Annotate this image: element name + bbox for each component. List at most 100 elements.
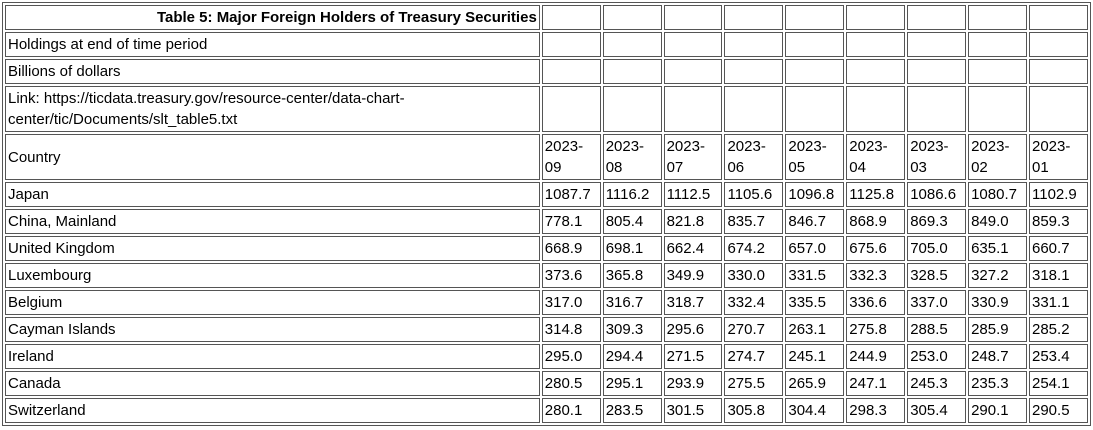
country-cell: Cayman Islands	[5, 317, 540, 342]
value-cell: 778.1	[541, 209, 601, 234]
value-cell: 328.5	[907, 263, 967, 288]
source-link-row: Link: https://ticdata.treasury.gov/resou…	[5, 86, 1088, 132]
country-cell: Switzerland	[5, 398, 540, 423]
table-title: Table 5: Major Foreign Holders of Treasu…	[5, 5, 540, 30]
empty-cell	[724, 5, 784, 30]
value-cell: 675.6	[846, 236, 906, 261]
table-row: Japan 1087.7 1116.2 1112.5 1105.6 1096.8 1125.…	[5, 182, 1088, 207]
value-cell: 244.9	[846, 344, 906, 369]
value-cell: 318.7	[663, 290, 723, 315]
value-cell: 1102.9	[1029, 182, 1088, 207]
empty-cell	[602, 59, 662, 84]
value-cell: 271.5	[663, 344, 723, 369]
empty-cell	[724, 32, 784, 57]
value-cell: 330.0	[724, 263, 784, 288]
period-header-cell: 2023-03	[907, 134, 967, 180]
empty-cell	[1029, 86, 1088, 132]
country-cell: Belgium	[5, 290, 540, 315]
table-row: China, Mainland 778.1 805.4 821.8 835.7 846.7…	[5, 209, 1088, 234]
value-cell: 698.1	[602, 236, 662, 261]
value-cell: 298.3	[846, 398, 906, 423]
source-link-text: Link: https://ticdata.treasury.gov/resou…	[5, 86, 540, 132]
empty-cell	[785, 59, 845, 84]
period-header-cell: 2023-07	[663, 134, 723, 180]
value-cell: 245.1	[785, 344, 845, 369]
country-cell: Canada	[5, 371, 540, 396]
value-cell: 849.0	[968, 209, 1027, 234]
period-header-cell: 2023-02	[968, 134, 1027, 180]
value-cell: 336.6	[846, 290, 906, 315]
table-row: Belgium 317.0 316.7 318.7 332.4 335.5 336.6 337…	[5, 290, 1088, 315]
value-cell: 270.7	[724, 317, 784, 342]
value-cell: 869.3	[907, 209, 967, 234]
country-cell: Ireland	[5, 344, 540, 369]
value-cell: 253.4	[1029, 344, 1088, 369]
table-row: United Kingdom 668.9 698.1 662.4 674.2 657.0 6…	[5, 236, 1088, 261]
empty-cell	[846, 5, 906, 30]
value-cell: 332.3	[846, 263, 906, 288]
value-cell: 290.1	[968, 398, 1027, 423]
empty-cell	[663, 5, 723, 30]
value-cell: 305.4	[907, 398, 967, 423]
subtitle-units: Billions of dollars	[5, 59, 540, 84]
empty-cell	[907, 59, 967, 84]
value-cell: 805.4	[602, 209, 662, 234]
value-cell: 275.8	[846, 317, 906, 342]
value-cell: 288.5	[907, 317, 967, 342]
empty-cell	[785, 32, 845, 57]
country-header-cell: Country	[5, 134, 540, 180]
column-header-row: Country 2023-09 2023-08 2023-07 2023-06 2023…	[5, 134, 1088, 180]
table-row: Cayman Islands 314.8 309.3 295.6 270.7 263.1 2…	[5, 317, 1088, 342]
period-header-cell: 2023-06	[724, 134, 784, 180]
empty-cell	[968, 86, 1027, 132]
value-cell: 365.8	[602, 263, 662, 288]
value-cell: 373.6	[541, 263, 601, 288]
value-cell: 835.7	[724, 209, 784, 234]
value-cell: 301.5	[663, 398, 723, 423]
value-cell: 1112.5	[663, 182, 723, 207]
value-cell: 332.4	[724, 290, 784, 315]
value-cell: 316.7	[602, 290, 662, 315]
value-cell: 846.7	[785, 209, 845, 234]
value-cell: 330.9	[968, 290, 1027, 315]
value-cell: 295.6	[663, 317, 723, 342]
value-cell: 274.7	[724, 344, 784, 369]
value-cell: 304.4	[785, 398, 845, 423]
value-cell: 285.9	[968, 317, 1027, 342]
empty-cell	[724, 86, 784, 132]
empty-cell	[602, 5, 662, 30]
value-cell: 293.9	[663, 371, 723, 396]
value-cell: 1125.8	[846, 182, 906, 207]
value-cell: 1105.6	[724, 182, 784, 207]
value-cell: 1080.7	[968, 182, 1027, 207]
value-cell: 662.4	[663, 236, 723, 261]
country-cell: China, Mainland	[5, 209, 540, 234]
empty-cell	[785, 86, 845, 132]
empty-cell	[1029, 32, 1088, 57]
empty-cell	[541, 32, 601, 57]
empty-cell	[846, 86, 906, 132]
value-cell: 1086.6	[907, 182, 967, 207]
empty-cell	[785, 5, 845, 30]
empty-cell	[907, 86, 967, 132]
value-cell: 705.0	[907, 236, 967, 261]
empty-cell	[541, 86, 601, 132]
units-row: Billions of dollars	[5, 59, 1088, 84]
value-cell: 327.2	[968, 263, 1027, 288]
value-cell: 305.8	[724, 398, 784, 423]
value-cell: 674.2	[724, 236, 784, 261]
table-row: Switzerland 280.1 283.5 301.5 305.8 304.4 298.…	[5, 398, 1088, 423]
empty-cell	[724, 59, 784, 84]
value-cell: 248.7	[968, 344, 1027, 369]
period-header-cell: 2023-08	[602, 134, 662, 180]
period-header-cell: 2023-01	[1029, 134, 1088, 180]
value-cell: 331.5	[785, 263, 845, 288]
value-cell: 331.1	[1029, 290, 1088, 315]
value-cell: 235.3	[968, 371, 1027, 396]
value-cell: 1087.7	[541, 182, 601, 207]
empty-cell	[1029, 59, 1088, 84]
value-cell: 275.5	[724, 371, 784, 396]
value-cell: 263.1	[785, 317, 845, 342]
empty-cell	[968, 59, 1027, 84]
